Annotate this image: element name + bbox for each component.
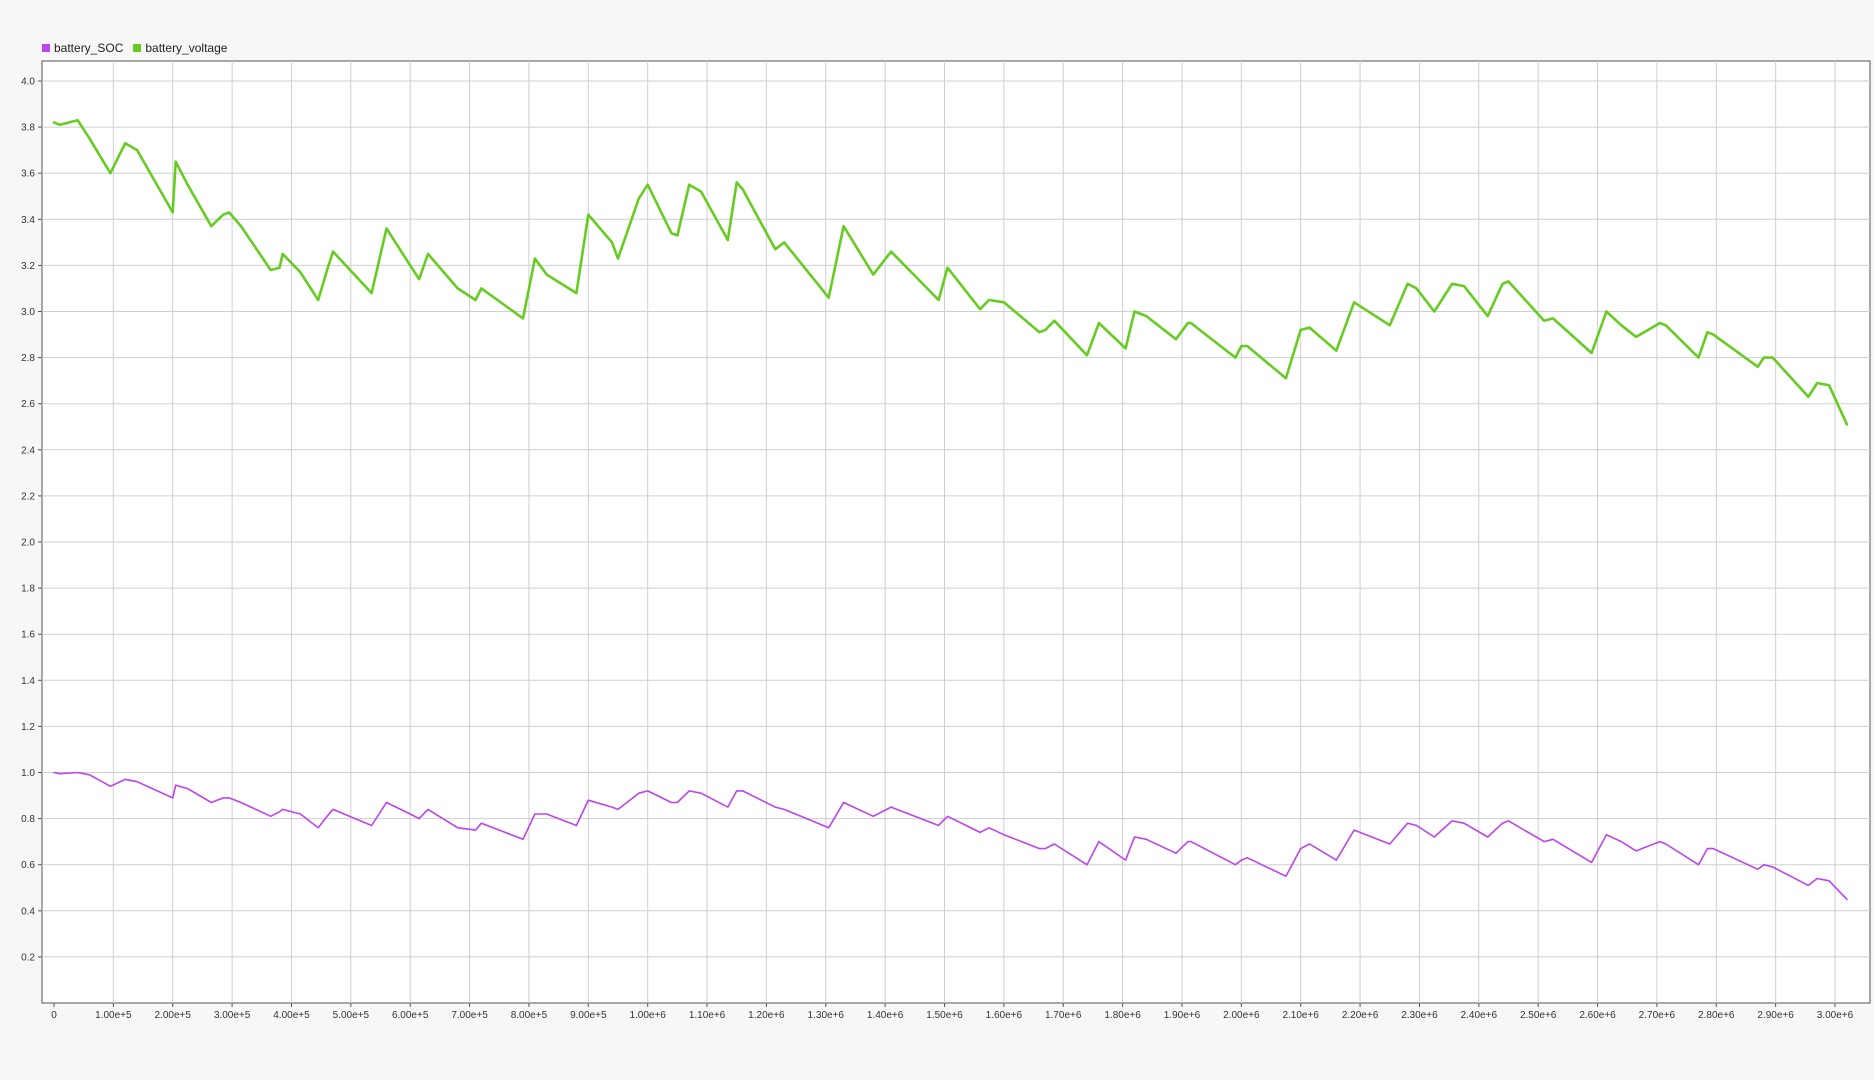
x-tick-label: 4.00e+5 — [273, 1010, 310, 1021]
x-tick-label: 0 — [51, 1010, 57, 1021]
y-tick-label: 3.6 — [21, 169, 35, 180]
x-tick-label: 5.00e+5 — [333, 1010, 370, 1021]
y-tick-label: 1.2 — [21, 722, 35, 733]
chart-legend: battery_SOC battery_voltage — [42, 41, 227, 55]
y-tick-label: 1.6 — [21, 630, 35, 641]
x-tick-label: 1.60e+6 — [986, 1010, 1023, 1021]
legend-item-battery-voltage[interactable]: battery_voltage — [133, 41, 227, 55]
x-tick-label: 7.00e+5 — [451, 1010, 488, 1021]
legend-swatch-battery-voltage — [133, 44, 142, 52]
x-tick-label: 6.00e+5 — [392, 1010, 429, 1021]
plot-area — [41, 60, 1871, 1004]
x-tick-label: 2.90e+6 — [1757, 1010, 1794, 1021]
legend-item-battery-soc[interactable]: battery_SOC — [42, 41, 123, 55]
y-tick-label: 1.8 — [21, 584, 35, 595]
y-tick-label: 0.8 — [21, 814, 35, 825]
y-tick-label: 3.2 — [21, 261, 35, 272]
y-tick-label: 3.8 — [21, 123, 35, 134]
x-tick-label: 3.00e+6 — [1817, 1010, 1854, 1021]
x-tick-label: 1.30e+6 — [808, 1010, 845, 1021]
x-tick-label: 1.70e+6 — [1045, 1010, 1082, 1021]
y-tick-label: 1.4 — [21, 676, 35, 687]
y-tick-label: 0.2 — [21, 952, 35, 963]
y-tick-label: 2.2 — [21, 491, 35, 502]
x-tick-label: 2.30e+6 — [1401, 1010, 1438, 1021]
legend-label-battery-voltage: battery_voltage — [145, 41, 228, 55]
x-tick-label: 1.50e+6 — [926, 1010, 963, 1021]
x-tick-label: 2.00e+5 — [155, 1010, 192, 1021]
y-tick-label: 2.0 — [21, 538, 35, 549]
x-tick-label: 1.00e+5 — [95, 1010, 132, 1021]
y-tick-label: 2.4 — [21, 445, 35, 456]
series-line-battery-voltage[interactable] — [52, 118, 1849, 426]
x-tick-label: 2.10e+6 — [1282, 1010, 1319, 1021]
x-tick-label: 1.40e+6 — [867, 1010, 904, 1021]
series-line-battery-soc[interactable] — [53, 771, 1848, 901]
x-tick-label: 2.00e+6 — [1223, 1010, 1260, 1021]
y-tick-label: 4.0 — [21, 77, 35, 88]
x-tick-label: 1.10e+6 — [689, 1010, 726, 1021]
x-tick-label: 1.90e+6 — [1164, 1010, 1201, 1021]
y-tick-label: 0.4 — [21, 906, 35, 917]
x-tick-label: 1.20e+6 — [748, 1010, 785, 1021]
x-tick-label: 1.80e+6 — [1104, 1010, 1141, 1021]
y-tick-label: 2.6 — [21, 399, 35, 410]
legend-label-battery-soc: battery_SOC — [54, 41, 124, 55]
x-tick-label: 2.50e+6 — [1520, 1010, 1557, 1021]
y-tick-label: 3.4 — [21, 215, 35, 226]
x-tick-label: 3.00e+5 — [214, 1010, 251, 1021]
x-tick-label: 2.70e+6 — [1639, 1010, 1676, 1021]
x-tick-label: 1.00e+6 — [629, 1010, 666, 1021]
x-tick-label: 2.60e+6 — [1579, 1010, 1616, 1021]
y-tick-label: 2.8 — [21, 353, 35, 364]
y-tick-label: 0.6 — [21, 860, 35, 871]
x-tick-label: 2.20e+6 — [1342, 1010, 1379, 1021]
legend-swatch-battery-soc — [42, 44, 50, 52]
x-tick-label: 9.00e+5 — [570, 1010, 607, 1021]
x-tick-label: 2.80e+6 — [1698, 1010, 1735, 1021]
x-tick-label: 8.00e+5 — [511, 1010, 548, 1021]
y-tick-label: 3.0 — [21, 307, 35, 318]
y-tick-label: 1.0 — [21, 768, 35, 779]
x-tick-label: 2.40e+6 — [1461, 1010, 1498, 1021]
